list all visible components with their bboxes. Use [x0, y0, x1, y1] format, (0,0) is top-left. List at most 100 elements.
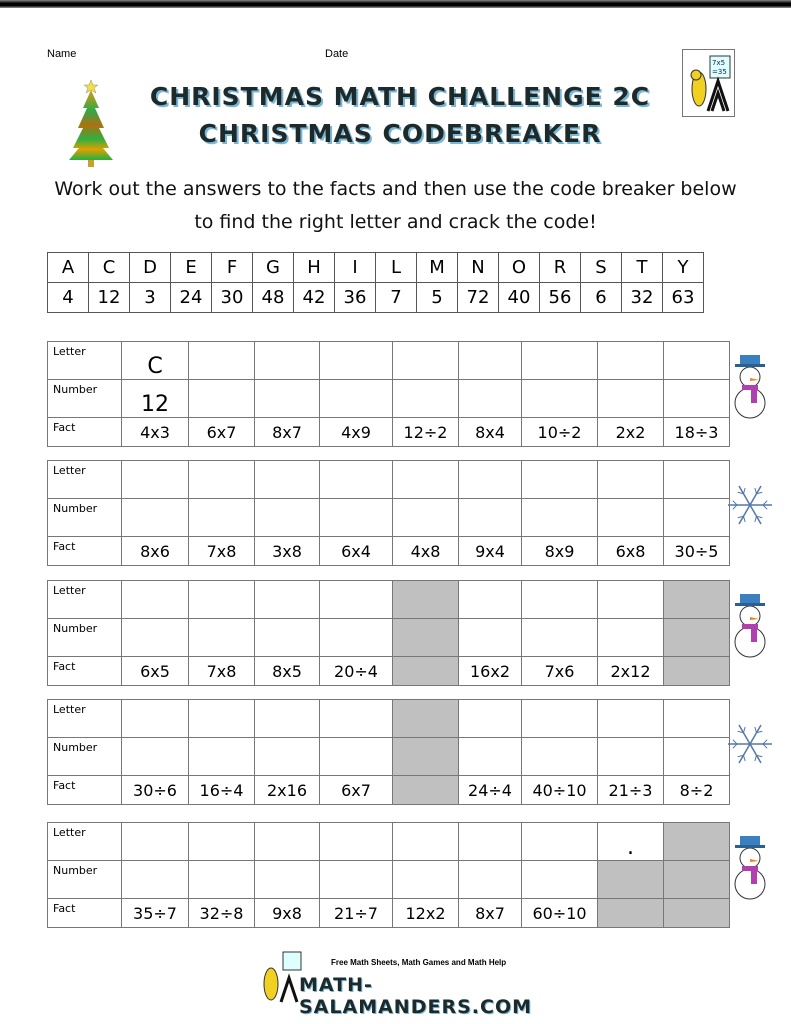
number-cell[interactable]	[121, 618, 189, 657]
fact-cell: 24÷4	[458, 775, 522, 805]
number-cell[interactable]	[254, 379, 320, 418]
number-cell[interactable]	[188, 618, 255, 657]
number-cell[interactable]	[521, 379, 598, 418]
letter-cell[interactable]	[254, 460, 320, 499]
letter-cell[interactable]	[121, 580, 189, 619]
letter-cell[interactable]	[521, 580, 598, 619]
number-cell[interactable]	[319, 737, 393, 776]
number-cell[interactable]	[254, 498, 320, 537]
title-line-2: CHRISTMAS CODEBREAKER	[198, 119, 602, 148]
number-cell[interactable]	[121, 737, 189, 776]
name-label: Name	[47, 48, 77, 60]
letter-cell[interactable]	[121, 699, 189, 738]
letter-cell[interactable]	[188, 699, 255, 738]
letter-cell[interactable]	[319, 341, 393, 380]
letter-cell[interactable]	[188, 341, 255, 380]
letter-cell[interactable]	[458, 580, 522, 619]
letter-cell[interactable]	[254, 341, 320, 380]
number-cell[interactable]	[663, 737, 730, 776]
number-row-label: Number	[47, 737, 122, 776]
letter-cell[interactable]	[188, 822, 255, 861]
svg-text:=35: =35	[712, 68, 727, 76]
letter-cell[interactable]	[319, 699, 393, 738]
letter-cell[interactable]	[597, 580, 664, 619]
letter-cell[interactable]	[392, 460, 459, 499]
letter-cell[interactable]	[521, 822, 598, 861]
number-cell[interactable]	[392, 379, 459, 418]
letter-cell[interactable]: .	[597, 822, 664, 861]
number-row-label: Number	[47, 498, 122, 537]
letter-cell[interactable]	[254, 580, 320, 619]
letter-cell[interactable]	[319, 460, 393, 499]
number-cell[interactable]	[254, 618, 320, 657]
number-cell[interactable]	[188, 498, 255, 537]
number-cell[interactable]	[392, 498, 459, 537]
letter-cell[interactable]	[121, 822, 189, 861]
letter-cell[interactable]	[121, 460, 189, 499]
letter-cell[interactable]	[663, 460, 730, 499]
number-row: Number	[47, 860, 730, 899]
letter-cell[interactable]	[458, 460, 522, 499]
number-cell[interactable]	[392, 860, 459, 899]
number-cell[interactable]	[663, 498, 730, 537]
number-cell[interactable]	[521, 737, 598, 776]
number-cell[interactable]	[319, 618, 393, 657]
instruction-line-1: Work out the answers to the facts and th…	[54, 178, 737, 200]
letter-cell[interactable]	[458, 341, 522, 380]
fact-cell: 8x7	[254, 417, 320, 447]
letter-cell[interactable]	[521, 699, 598, 738]
shaded-cell	[597, 898, 664, 928]
number-cell[interactable]	[254, 860, 320, 899]
number-cell[interactable]	[188, 379, 255, 418]
number-cell[interactable]	[521, 618, 598, 657]
number-cell[interactable]: 12	[121, 379, 189, 418]
code-number: 40	[498, 282, 540, 313]
number-row-label: Number	[47, 379, 122, 418]
number-cell[interactable]	[121, 860, 189, 899]
number-cell[interactable]	[188, 737, 255, 776]
number-cell[interactable]	[458, 618, 522, 657]
letter-cell[interactable]	[663, 699, 730, 738]
number-cell[interactable]	[521, 860, 598, 899]
letter-cell[interactable]	[597, 341, 664, 380]
letter-cell[interactable]	[319, 580, 393, 619]
letter-cell[interactable]	[521, 341, 598, 380]
number-cell[interactable]	[121, 498, 189, 537]
letter-cell[interactable]	[597, 699, 664, 738]
number-cell[interactable]	[597, 737, 664, 776]
number-cell[interactable]	[458, 498, 522, 537]
footer-site[interactable]: MATH-SALAMANDERS.COM	[299, 974, 532, 1018]
letter-cell[interactable]	[597, 460, 664, 499]
code-letter: H	[293, 252, 335, 283]
number-cell[interactable]	[597, 618, 664, 657]
number-cell[interactable]	[188, 860, 255, 899]
number-cell[interactable]	[597, 498, 664, 537]
letter-cell[interactable]	[254, 822, 320, 861]
number-cell[interactable]	[458, 737, 522, 776]
salamander-logo: 7x5=35	[682, 49, 735, 117]
number-cell[interactable]	[319, 498, 393, 537]
fact-cell: 3x8	[254, 536, 320, 566]
number-cell[interactable]	[663, 379, 730, 418]
number-cell[interactable]	[458, 860, 522, 899]
puzzle-table: Letter Number Fact 6x5 7x8 8x5 20÷4 16x2 7x6 2x12	[47, 580, 730, 686]
letter-cell[interactable]	[254, 699, 320, 738]
number-cell[interactable]	[597, 379, 664, 418]
letter-cell[interactable]	[188, 580, 255, 619]
number-cell[interactable]	[521, 498, 598, 537]
letter-cell[interactable]: C	[121, 341, 189, 380]
letter-cell[interactable]	[319, 822, 393, 861]
letter-cell[interactable]	[188, 460, 255, 499]
number-cell[interactable]	[319, 860, 393, 899]
number-cell[interactable]	[458, 379, 522, 418]
number-cell[interactable]	[319, 379, 393, 418]
number-cell[interactable]	[254, 737, 320, 776]
letter-cell[interactable]	[458, 822, 522, 861]
letter-row: Letter.	[47, 822, 730, 861]
letter-cell[interactable]	[663, 341, 730, 380]
letter-cell[interactable]	[392, 822, 459, 861]
letter-cell[interactable]	[521, 460, 598, 499]
letter-cell[interactable]	[392, 341, 459, 380]
letter-cell[interactable]	[458, 699, 522, 738]
